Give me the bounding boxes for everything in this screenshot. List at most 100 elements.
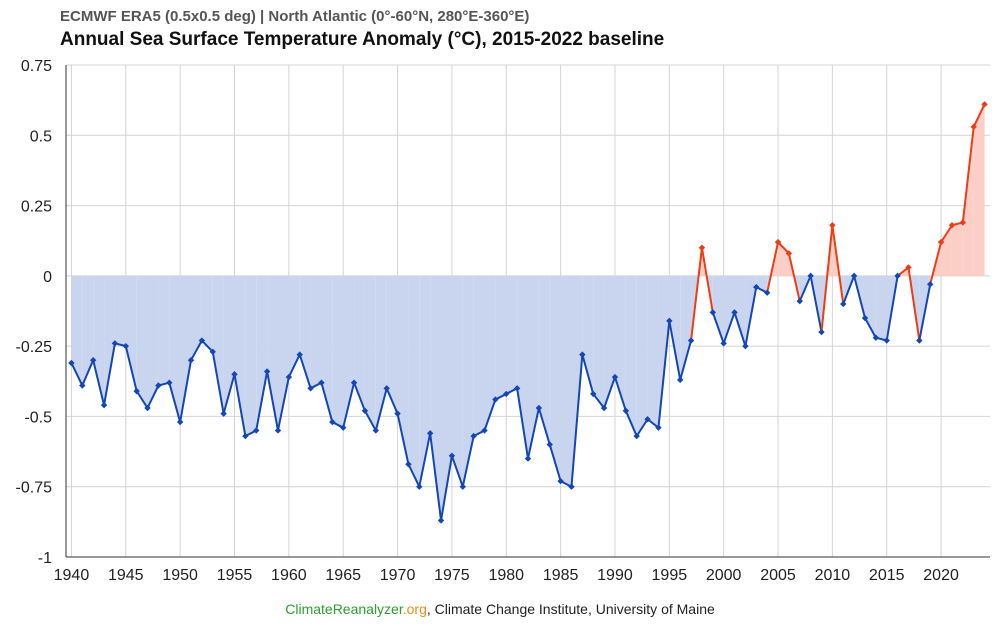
data-point[interactable] [285,373,293,381]
data-point[interactable] [89,357,97,364]
data-point[interactable] [372,427,380,434]
data-point[interactable] [785,250,793,257]
data-point[interactable] [481,427,488,434]
data-point[interactable] [274,427,282,434]
series-line-segment [744,286,758,347]
data-point[interactable] [187,357,195,364]
data-point[interactable] [818,328,825,336]
data-point[interactable] [959,219,967,226]
data-point[interactable] [100,401,108,409]
credit-site-name[interactable]: ClimateReanalyzer [285,601,403,617]
data-point[interactable] [68,359,75,367]
negative-anomaly-fill [180,275,192,423]
data-point[interactable] [981,101,988,108]
data-point[interactable] [579,351,586,358]
data-point[interactable] [513,385,521,392]
data-point[interactable] [655,424,662,431]
negative-anomaly-fill [201,275,213,352]
data-point[interactable] [405,461,412,468]
data-point[interactable] [872,334,880,341]
data-point[interactable] [155,382,162,389]
data-point[interactable] [927,281,934,288]
data-point[interactable] [937,238,945,246]
negative-anomaly-fill [734,275,746,347]
data-point[interactable] [894,272,901,280]
negative-anomaly-fill [386,275,398,414]
data-point[interactable] [742,342,749,350]
data-point[interactable] [535,404,543,412]
data-point[interactable] [263,368,271,375]
data-point[interactable] [557,477,564,485]
data-point[interactable] [242,432,249,440]
series-line-segment [418,433,432,487]
data-point[interactable] [133,387,140,395]
data-point[interactable] [970,123,977,131]
data-point[interactable] [459,483,466,490]
data-point[interactable] [622,407,630,415]
data-point[interactable] [79,382,86,389]
data-point[interactable] [905,264,912,271]
data-point[interactable] [318,379,325,386]
data-point[interactable] [796,297,803,305]
data-point[interactable] [492,396,499,403]
data-point[interactable] [774,238,782,246]
data-point[interactable] [698,244,706,251]
data-point[interactable] [176,418,184,426]
data-point[interactable] [916,337,923,344]
data-point[interactable] [122,342,129,350]
data-point[interactable] [709,309,716,316]
data-point[interactable] [426,430,434,437]
negative-anomaly-fill [245,275,257,437]
data-point[interactable] [198,337,206,344]
data-point[interactable] [633,432,640,440]
credit-site-domain[interactable]: .org [402,601,427,617]
data-point[interactable] [166,379,173,386]
data-point[interactable] [470,432,477,440]
data-point[interactable] [948,222,956,229]
data-point[interactable] [394,410,401,417]
data-point[interactable] [546,441,553,448]
data-point[interactable] [676,376,684,384]
data-point[interactable] [340,424,347,431]
data-point[interactable] [437,517,445,524]
data-point[interactable] [829,222,836,229]
data-point[interactable] [111,340,119,347]
data-point[interactable] [524,455,532,462]
data-point[interactable] [600,404,608,412]
data-point[interactable] [361,407,369,415]
data-point[interactable] [503,390,510,398]
data-point[interactable] [329,418,336,426]
data-point[interactable] [253,427,260,434]
data-point[interactable] [840,300,847,308]
data-point[interactable] [753,283,760,291]
data-point[interactable] [666,317,673,325]
data-point[interactable] [231,371,238,378]
data-point[interactable] [731,309,738,316]
data-point[interactable] [296,351,303,358]
data-point[interactable] [383,385,390,392]
data-point[interactable] [590,390,597,398]
data-point[interactable] [144,404,151,412]
data-point[interactable] [861,314,869,322]
data-point[interactable] [611,373,619,381]
data-point[interactable] [416,483,423,490]
data-point[interactable] [307,385,314,392]
data-point[interactable] [644,416,651,423]
y-tick-label: 0.75 [21,58,52,75]
x-tick-label: 1945 [108,567,144,584]
data-point[interactable] [883,337,890,344]
series-line-segment [211,351,225,414]
data-point[interactable] [687,337,695,344]
negative-anomaly-fill [223,275,235,414]
data-point[interactable] [350,379,358,386]
data-point[interactable] [209,348,216,355]
data-point[interactable] [807,272,814,280]
data-point[interactable] [568,483,575,490]
data-point[interactable] [850,272,858,280]
negative-anomaly-fill [571,275,583,487]
data-point[interactable] [220,410,227,417]
data-point[interactable] [720,340,727,347]
data-point[interactable] [763,289,771,296]
series-line-segment [353,382,366,412]
data-point[interactable] [448,452,456,459]
